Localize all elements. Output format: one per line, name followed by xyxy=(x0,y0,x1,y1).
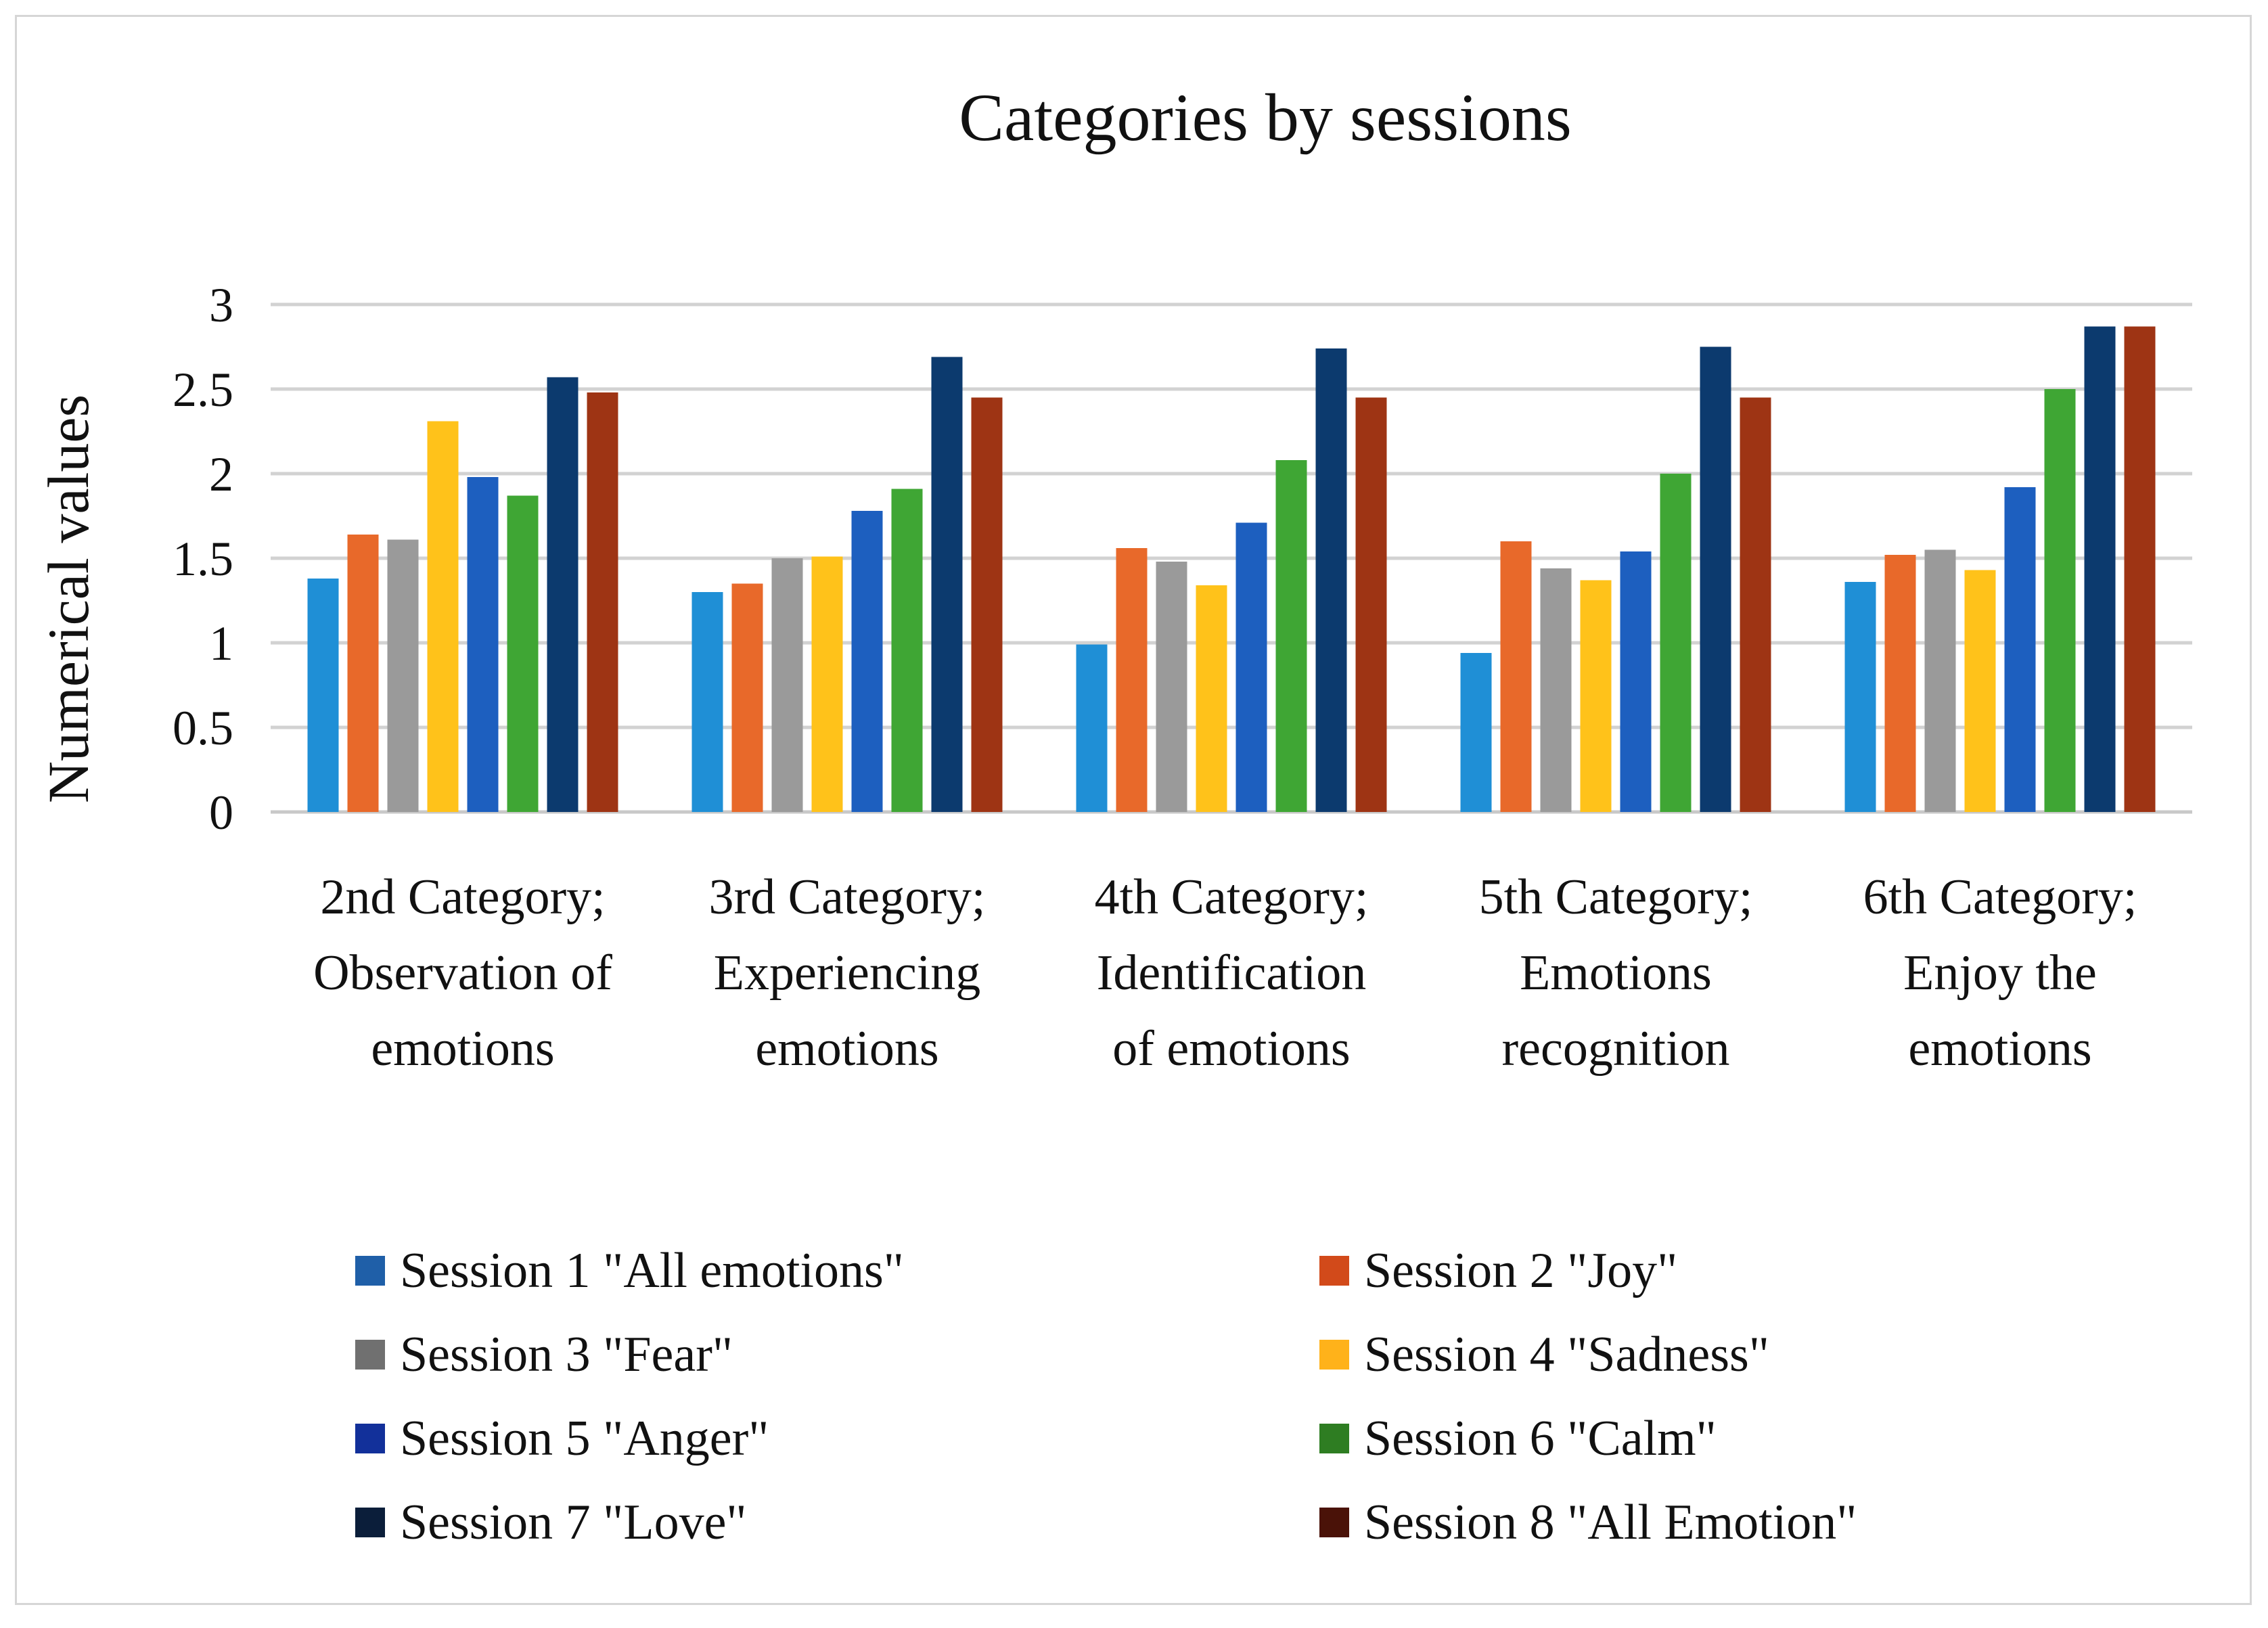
bar xyxy=(547,377,579,812)
x-category-label: 3rd Category; Experiencing emotions xyxy=(709,869,986,1077)
legend-swatch xyxy=(355,1256,385,1286)
bar xyxy=(771,558,803,812)
legend-swatch xyxy=(1319,1256,1349,1286)
y-tick-label: 2.5 xyxy=(173,363,233,417)
x-category-label: 5th Category; Emotions recognition xyxy=(1479,869,1753,1077)
bar xyxy=(731,583,763,812)
legend-label: Session 1 "All emotions" xyxy=(400,1243,904,1298)
x-category-label: 6th Category; Enjoy the emotions xyxy=(1863,869,2137,1077)
bar xyxy=(1275,460,1307,812)
y-tick-label: 3 xyxy=(209,278,233,332)
bar xyxy=(467,477,499,812)
legend-swatch xyxy=(355,1424,385,1453)
y-tick-label: 0.5 xyxy=(173,701,233,755)
bar xyxy=(1924,549,1956,812)
bar xyxy=(1540,568,1572,812)
bar xyxy=(931,357,963,812)
bar xyxy=(2124,326,2156,812)
y-tick-label: 1.5 xyxy=(173,532,233,586)
legend-label: Session 5 "Anger" xyxy=(400,1411,769,1466)
bar xyxy=(1620,551,1652,812)
bar xyxy=(1460,653,1492,812)
y-tick-label: 0 xyxy=(209,786,233,840)
legend-label: Session 8 "All Emotion" xyxy=(1364,1495,1857,1550)
bar xyxy=(1844,582,1876,812)
bar xyxy=(2084,326,2116,812)
legend-swatch xyxy=(355,1508,385,1537)
legend-swatch xyxy=(1319,1340,1349,1370)
legend-label: Session 2 "Joy" xyxy=(1364,1243,1677,1298)
y-tick-label: 2 xyxy=(209,447,233,501)
legend: Session 1 "All emotions" Session 2 "Joy" S… xyxy=(355,1243,1857,1550)
legend-label: Session 3 "Fear" xyxy=(400,1327,733,1382)
bar xyxy=(1315,348,1347,812)
bar xyxy=(2044,389,2076,812)
bar xyxy=(1076,644,1108,812)
bar xyxy=(1235,522,1267,812)
bar xyxy=(347,535,379,812)
bar xyxy=(1660,474,1692,812)
y-tick-labels: 0 0.5 1 1.5 2 2.5 3 xyxy=(173,278,233,840)
bar xyxy=(891,489,923,812)
bar xyxy=(507,495,539,812)
legend-swatch xyxy=(355,1340,385,1370)
bar xyxy=(387,539,419,812)
legend-label: Session 7 "Love" xyxy=(400,1495,747,1550)
x-category-label: 2nd Category; Observation of emotions xyxy=(313,869,612,1077)
legend-swatch xyxy=(1319,1424,1349,1453)
bar xyxy=(811,556,843,812)
bar xyxy=(307,579,339,812)
bar xyxy=(1156,562,1187,812)
bar xyxy=(1580,580,1612,812)
legend-label: Session 6 "Calm" xyxy=(1364,1411,1717,1466)
bar xyxy=(971,397,1003,812)
bar xyxy=(1884,555,1916,812)
bar xyxy=(427,421,459,812)
y-tick-label: 1 xyxy=(209,616,233,671)
bar xyxy=(1355,397,1387,812)
bars xyxy=(307,326,2156,812)
bar xyxy=(851,511,883,812)
bar xyxy=(587,392,618,812)
bar xyxy=(1700,346,1731,812)
bar xyxy=(1116,548,1148,812)
y-axis-label: Numerical values xyxy=(36,394,101,803)
bar xyxy=(691,592,723,812)
category-labels: 2nd Category; Observation of emotions 3rd C… xyxy=(313,869,2137,1077)
bar xyxy=(1500,541,1532,812)
bar xyxy=(1740,397,1771,812)
bar xyxy=(2004,487,2036,812)
legend-swatch xyxy=(1319,1508,1349,1537)
bar xyxy=(1964,570,1996,812)
bar xyxy=(1196,585,1227,812)
x-category-label: 4th Category; Identification of emotions xyxy=(1095,869,1369,1077)
legend-label: Session 4 "Sadness" xyxy=(1364,1327,1769,1382)
chart-title: Categories by sessions xyxy=(959,80,1571,155)
